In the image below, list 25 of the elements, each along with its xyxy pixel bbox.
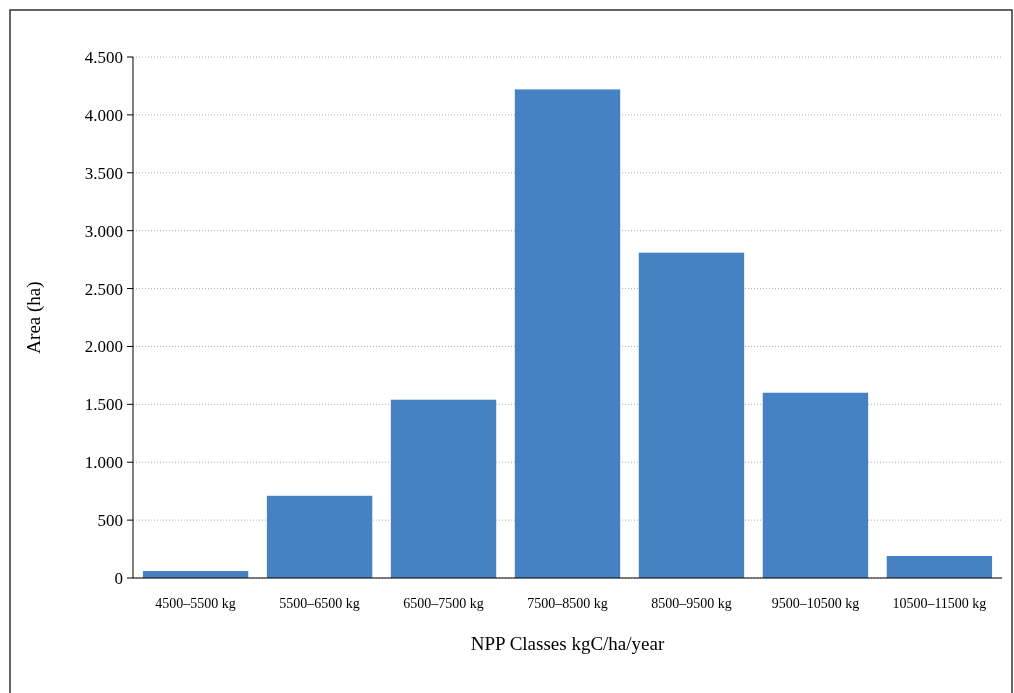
x-tick-label: 8500–9500 kg: [651, 596, 732, 611]
x-tick-label: 4500–5500 kg: [155, 596, 236, 611]
bar: [514, 89, 621, 578]
y-tick-label: 2.000: [84, 337, 123, 357]
x-tick-label: 9500–10500 kg: [771, 596, 860, 611]
bar: [762, 392, 869, 578]
x-tick-label: 6500–7500 kg: [403, 596, 484, 611]
x-tick-label: 7500–8500 kg: [527, 596, 608, 611]
y-tick-label: 500: [97, 511, 123, 531]
bar: [266, 495, 373, 578]
bar: [390, 399, 497, 578]
y-tick-label: 1.000: [84, 453, 123, 473]
bar: [638, 252, 745, 578]
x-tick-label: 10500–11500 kg: [892, 596, 987, 611]
y-tick-label: 4.000: [84, 105, 123, 125]
x-axis-title: NPP Classes kgC/ha/year: [470, 633, 665, 654]
x-tick-label: 5500–6500 kg: [279, 596, 360, 611]
bar: [886, 556, 993, 578]
y-tick-label: 3.500: [84, 163, 123, 183]
y-axis-title: Area (ha): [23, 281, 45, 354]
y-tick-label: 4.500: [84, 47, 123, 67]
y-tick-label: 3.000: [84, 221, 123, 241]
y-tick-label: 1.500: [84, 395, 123, 415]
y-tick-label: 2.500: [84, 279, 123, 299]
y-tick-label: 0: [114, 568, 123, 588]
